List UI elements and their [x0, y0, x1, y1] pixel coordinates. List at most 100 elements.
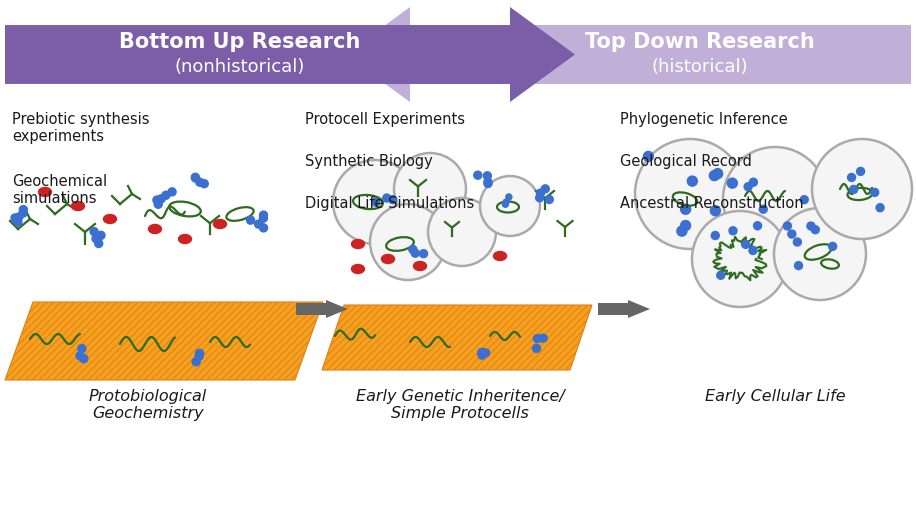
Circle shape: [871, 188, 878, 196]
Circle shape: [744, 183, 752, 191]
Circle shape: [783, 222, 791, 230]
Text: Synthetic Biology: Synthetic Biology: [305, 154, 432, 169]
Circle shape: [533, 335, 541, 342]
Circle shape: [716, 271, 725, 279]
Circle shape: [532, 344, 540, 353]
Circle shape: [812, 226, 819, 234]
Text: (nonhistorical): (nonhistorical): [175, 59, 305, 77]
Circle shape: [506, 194, 512, 200]
Circle shape: [195, 350, 203, 357]
Text: Prebiotic synthesis
experiments: Prebiotic synthesis experiments: [12, 112, 149, 144]
Circle shape: [727, 178, 737, 188]
Circle shape: [794, 262, 802, 270]
Circle shape: [478, 348, 485, 356]
Circle shape: [681, 204, 691, 214]
Text: Geochemical
simulations: Geochemical simulations: [12, 174, 107, 207]
Circle shape: [192, 358, 201, 366]
Circle shape: [754, 222, 761, 230]
Ellipse shape: [352, 240, 365, 248]
Circle shape: [153, 196, 161, 204]
Circle shape: [196, 178, 204, 186]
Circle shape: [14, 218, 22, 226]
Text: Protobiological
Geochemistry: Protobiological Geochemistry: [89, 389, 207, 421]
Ellipse shape: [413, 262, 427, 270]
Circle shape: [409, 245, 417, 253]
Polygon shape: [345, 7, 911, 102]
Circle shape: [259, 214, 267, 222]
Circle shape: [478, 351, 486, 359]
Circle shape: [643, 152, 653, 161]
Circle shape: [749, 178, 758, 186]
Circle shape: [677, 226, 687, 236]
Text: Bottom Up Research: Bottom Up Research: [119, 31, 361, 51]
Circle shape: [333, 160, 417, 244]
Circle shape: [394, 153, 466, 225]
Circle shape: [482, 349, 489, 357]
Circle shape: [154, 200, 162, 208]
Circle shape: [709, 171, 719, 180]
Ellipse shape: [38, 188, 51, 196]
Circle shape: [201, 180, 208, 188]
Circle shape: [191, 173, 200, 181]
Text: (historical): (historical): [651, 59, 748, 77]
Circle shape: [687, 176, 697, 186]
Circle shape: [90, 228, 98, 235]
Circle shape: [807, 222, 815, 230]
Ellipse shape: [71, 201, 84, 211]
Circle shape: [78, 344, 86, 353]
Ellipse shape: [494, 251, 507, 261]
Polygon shape: [598, 300, 650, 318]
Circle shape: [774, 208, 866, 300]
Circle shape: [388, 196, 397, 204]
Circle shape: [723, 147, 827, 251]
Circle shape: [168, 188, 176, 196]
Circle shape: [383, 194, 391, 202]
Ellipse shape: [352, 265, 365, 273]
Circle shape: [503, 199, 509, 205]
Circle shape: [502, 201, 508, 207]
Circle shape: [713, 169, 723, 179]
Circle shape: [15, 213, 23, 221]
Circle shape: [19, 206, 27, 214]
Polygon shape: [296, 300, 348, 318]
Circle shape: [829, 243, 836, 250]
Circle shape: [484, 179, 492, 188]
Circle shape: [681, 221, 691, 231]
Circle shape: [850, 186, 857, 193]
Circle shape: [749, 247, 757, 254]
Circle shape: [97, 231, 105, 240]
Circle shape: [537, 189, 544, 197]
Circle shape: [729, 227, 737, 235]
Ellipse shape: [148, 225, 161, 233]
Circle shape: [540, 334, 547, 342]
Text: Geological Record: Geological Record: [620, 154, 752, 169]
Circle shape: [19, 209, 27, 217]
Circle shape: [191, 174, 200, 182]
Circle shape: [793, 238, 802, 246]
Circle shape: [92, 235, 100, 243]
Circle shape: [692, 211, 788, 307]
Text: Early Genetic Inheritence/
Simple Protocells: Early Genetic Inheritence/ Simple Protoc…: [355, 389, 564, 421]
Text: Protocell Experiments: Protocell Experiments: [305, 112, 465, 127]
Ellipse shape: [381, 254, 395, 264]
Circle shape: [847, 173, 856, 181]
Circle shape: [76, 352, 84, 360]
Circle shape: [876, 204, 884, 212]
Circle shape: [246, 216, 255, 224]
Polygon shape: [5, 7, 575, 102]
Circle shape: [11, 214, 19, 222]
Circle shape: [711, 231, 719, 240]
Circle shape: [80, 355, 88, 363]
Text: Top Down Research: Top Down Research: [585, 31, 815, 51]
Circle shape: [545, 195, 553, 204]
Circle shape: [428, 198, 496, 266]
Ellipse shape: [104, 214, 116, 224]
Text: Early Cellular Life: Early Cellular Life: [704, 389, 845, 404]
Text: Phylogenetic Inference: Phylogenetic Inference: [620, 112, 788, 127]
Circle shape: [711, 206, 720, 216]
Circle shape: [484, 178, 492, 186]
Circle shape: [541, 185, 550, 193]
Circle shape: [856, 168, 865, 175]
Circle shape: [162, 191, 169, 199]
Circle shape: [484, 172, 491, 180]
